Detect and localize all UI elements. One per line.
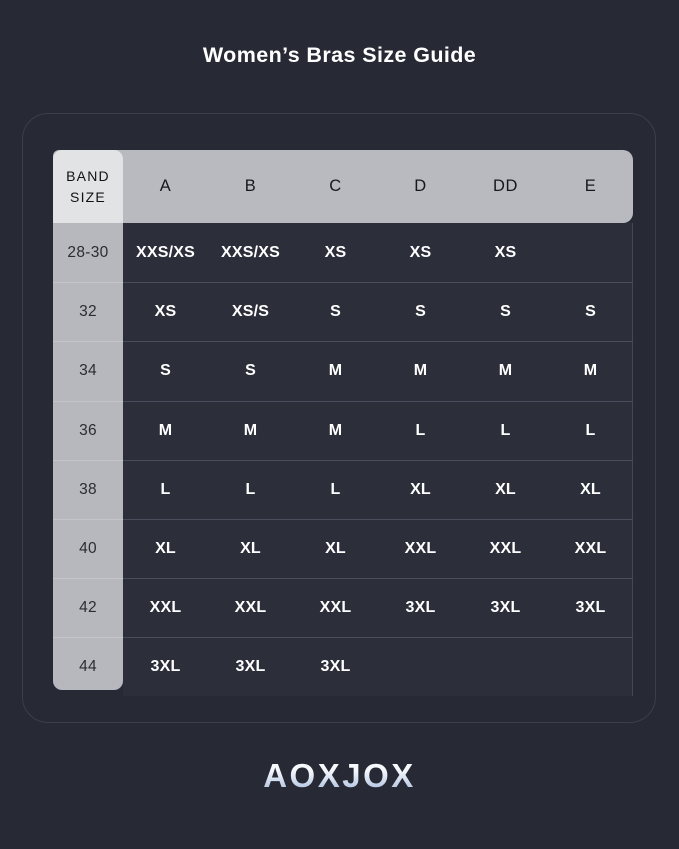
size-cell: XL [580,480,601,498]
size-cell: XXL [489,540,522,558]
size-cell: 3XL [490,599,521,617]
size-cell: XS [409,243,432,261]
size-cell: L [330,480,341,498]
cup-header-d: D [414,177,427,195]
size-cell: M [328,362,343,380]
size-cell: XXL [404,540,437,558]
size-cell: M [583,362,598,380]
cup-column-headers: A B C D DD E [123,150,633,223]
cup-header-c: C [329,177,342,195]
band-size-header-line2: SIZE [70,188,106,205]
size-cell: XXL [149,599,182,617]
brand-logo: AOXJOX [0,757,679,795]
size-cell: 3XL [320,658,351,676]
table-rows: XXS/XS XXS/XS XS XS XS XS XS/S S S S S S S M M M M M M M L L L… [123,223,633,697]
size-cell: S [330,303,341,321]
size-cell: 3XL [150,658,181,676]
page-title: Women’s Bras Size Guide [202,43,477,67]
table-header-bar [53,150,633,223]
size-cell: XL [240,540,261,558]
size-cell: XS [494,243,517,261]
band-size-cell: 32 [53,282,123,341]
size-table: BAND SIZE A B C D DD E 28-30 32 34 36 38 40 42 44 XX… [53,150,633,696]
band-size-cell: 36 [53,400,123,460]
band-size-cell: 40 [53,518,123,578]
size-cell: M [158,421,173,439]
size-cell: M [413,362,428,380]
size-cell: M [328,421,343,439]
cup-header-dd: DD [492,177,519,195]
cup-header-a: A [159,177,172,195]
size-cell: 3XL [235,658,266,676]
table-row: 3XL 3XL 3XL [123,637,633,696]
size-cell: XS [324,243,347,261]
table-row: XXL XXL XXL 3XL 3XL 3XL [123,578,633,637]
size-cell: XXL [319,599,352,617]
size-cell: L [245,480,256,498]
size-cell: XXS/XS [220,243,280,261]
size-cell: S [500,303,511,321]
band-size-cell: 28-30 [67,243,109,261]
size-cell: S [585,303,596,321]
size-cell: XS [154,303,177,321]
table-row: XS XS/S S S S S [123,282,633,341]
size-cell: XL [495,480,516,498]
size-cell: XL [155,540,176,558]
size-cell: S [160,362,171,380]
size-cell: L [585,421,596,439]
size-cell: XXL [574,540,607,558]
band-size-cell: 42 [53,578,123,637]
table-body-background [123,223,633,696]
cup-header-b: B [244,177,257,195]
size-cell: L [160,480,171,498]
size-cell: XL [325,540,346,558]
band-size-cell: 44 [53,637,123,696]
size-cell: M [498,362,513,380]
size-cell: L [415,421,426,439]
band-size-cell: 38 [53,459,123,519]
size-cell: 3XL [405,599,436,617]
size-cell: XS/S [231,303,270,321]
size-cell: M [243,421,258,439]
table-row: XXS/XS XXS/XS XS XS XS [123,223,633,282]
size-cell: S [415,303,426,321]
table-row: XL XL XL XXL XXL XXL [123,518,633,578]
band-size-header: BAND SIZE [53,150,123,223]
band-size-cell: 34 [53,341,123,400]
table-row: L L L XL XL XL [123,459,633,519]
size-cell: XXL [234,599,267,617]
band-size-column: 28-30 32 34 36 38 40 42 44 [53,223,123,690]
band-size-header-line1: BAND [66,168,110,185]
size-cell: 3XL [575,599,606,617]
size-cell: S [245,362,256,380]
size-cell: XXS/XS [135,243,195,261]
cup-header-e: E [584,177,597,195]
size-cell: L [500,421,511,439]
size-cell: XL [410,480,431,498]
